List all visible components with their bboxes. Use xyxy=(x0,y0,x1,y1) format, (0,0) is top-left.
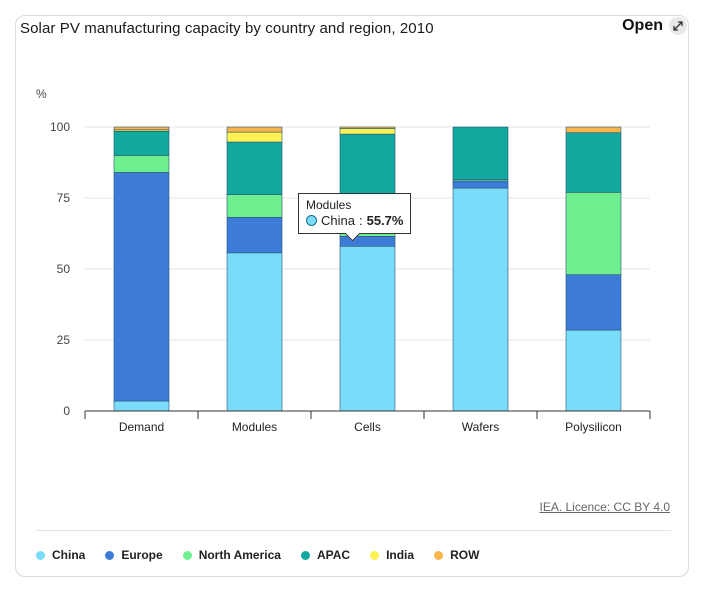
legend-label: Europe xyxy=(121,548,163,562)
y-tick-100: 100 xyxy=(50,120,70,134)
y-tick-25: 25 xyxy=(57,333,71,347)
bar-wafers-china[interactable] xyxy=(452,187,509,412)
tooltip-value: 55.7% xyxy=(366,213,404,228)
y-axis-label: % xyxy=(36,87,47,101)
legend-item-europe[interactable]: Europe xyxy=(105,548,163,562)
legend-item-china[interactable]: China xyxy=(36,548,85,562)
bar-modules-row[interactable] xyxy=(226,126,283,133)
x-tick-cells: Cells xyxy=(354,420,381,434)
legend-dot xyxy=(370,550,380,560)
bar-demand-north-america[interactable] xyxy=(113,155,170,173)
bar-modules-china[interactable] xyxy=(226,252,283,412)
legend-item-row[interactable]: ROW xyxy=(434,548,479,562)
legend-label: China xyxy=(52,548,86,562)
bar-demand-china[interactable] xyxy=(113,400,170,412)
legend-item-india[interactable]: India xyxy=(370,548,414,562)
legend-label: ROW xyxy=(450,548,480,562)
bar-modules-europe[interactable] xyxy=(226,217,283,254)
tooltip-series-dot xyxy=(306,215,317,226)
bar-wafers-europe[interactable] xyxy=(452,180,509,189)
x-tick-polysilicon: Polysilicon xyxy=(565,420,622,434)
y-tick-0: 0 xyxy=(63,404,70,418)
bar-demand-europe[interactable] xyxy=(113,172,170,402)
bar-cells-china[interactable] xyxy=(339,245,396,412)
y-tick-50: 50 xyxy=(57,262,71,276)
x-tick-wafers: Wafers xyxy=(462,420,500,434)
tooltip: Modules China: 55.7% xyxy=(298,193,412,234)
bar-polysilicon-china[interactable] xyxy=(565,329,622,412)
bar-modules-apac[interactable] xyxy=(226,141,283,195)
y-tick-75: 75 xyxy=(57,191,71,205)
bar-polysilicon-north-america[interactable] xyxy=(565,192,622,275)
open-label: Open xyxy=(622,17,663,34)
legend-label: North America xyxy=(198,548,281,562)
open-button[interactable]: Open xyxy=(622,17,687,35)
legend: China Europe North America APAC India ROW xyxy=(36,548,479,562)
legend-divider xyxy=(36,530,671,531)
bar-wafers-apac[interactable] xyxy=(452,126,509,180)
x-tick-modules: Modules xyxy=(232,420,277,434)
bar-cells-row[interactable] xyxy=(339,126,396,129)
legend-dot xyxy=(105,550,115,560)
legend-label: India xyxy=(386,548,415,562)
legend-dot xyxy=(36,550,45,560)
bar-polysilicon-row[interactable] xyxy=(565,126,622,133)
legend-label: APAC xyxy=(316,548,351,562)
licence-link[interactable]: IEA. Licence: CC BY 4.0 xyxy=(539,500,670,514)
legend-dot xyxy=(300,550,310,560)
bar-demand-apac[interactable] xyxy=(113,130,170,156)
bar-demand-row[interactable] xyxy=(113,126,170,131)
tooltip-category: Modules xyxy=(306,198,352,212)
bar-modules-north-america[interactable] xyxy=(226,194,283,218)
legend-dot xyxy=(182,550,192,560)
x-tick-demand: Demand xyxy=(119,420,164,434)
chart-title: Solar PV manufacturing capacity by count… xyxy=(20,20,434,37)
tooltip-series: China xyxy=(321,213,355,228)
legend-item-north-america[interactable]: North America xyxy=(182,548,281,562)
bar-cells-india[interactable] xyxy=(339,128,396,135)
legend-dot xyxy=(434,550,444,560)
legend-item-apac[interactable]: APAC xyxy=(300,548,351,562)
bar-modules-india[interactable] xyxy=(226,131,283,143)
bar-polysilicon-europe[interactable] xyxy=(565,274,622,331)
expand-icon xyxy=(669,17,687,35)
bar-polysilicon-apac[interactable] xyxy=(565,132,622,193)
